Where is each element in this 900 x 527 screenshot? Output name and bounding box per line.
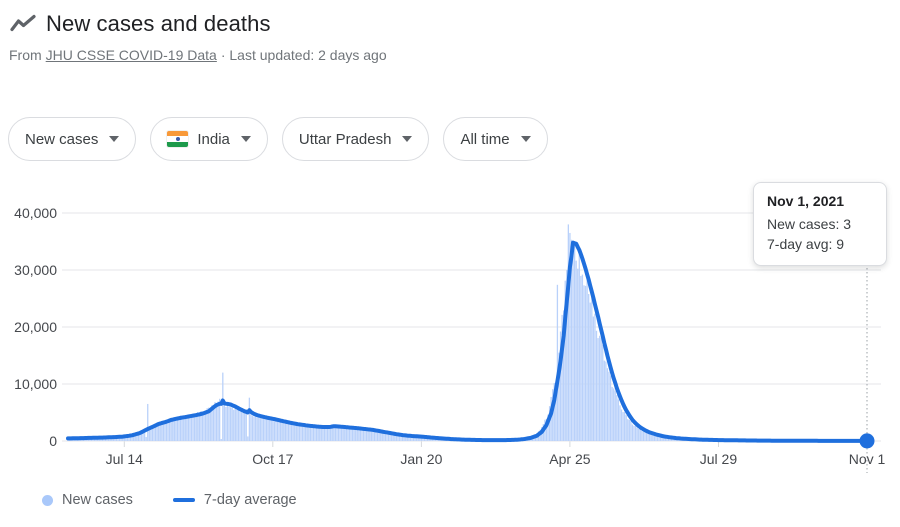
new-cases-bars: [67, 224, 817, 441]
seven-day-average-line: [66, 240, 869, 443]
new-cases-dot-swatch: [42, 494, 53, 506]
source-prefix: From: [9, 47, 42, 63]
tooltip-avg: 7-day avg: 9: [767, 236, 845, 252]
avg-line-swatch: [172, 498, 195, 502]
timerange-dropdown-label: All time: [460, 130, 510, 148]
header: New cases and deaths: [10, 11, 271, 37]
filter-bar: New cases India Uttar Pradesh All time: [8, 117, 548, 161]
endpoint-marker: [859, 433, 875, 449]
chevron-down-icon: [109, 136, 120, 142]
last-updated-text: · Last updated: 2 days ago: [220, 47, 387, 63]
source-link[interactable]: JHU CSSE COVID-19 Data: [45, 47, 217, 63]
tooltip-new-cases: New cases: 3: [767, 216, 852, 232]
metric-dropdown[interactable]: New cases: [8, 117, 137, 161]
legend-item-new-cases: New cases: [42, 492, 133, 508]
metric-dropdown-label: New cases: [25, 130, 99, 148]
india-flag-icon: [167, 131, 189, 147]
legend-label: 7-day average: [203, 492, 297, 508]
page-title: New cases and deaths: [46, 11, 271, 36]
chevron-down-icon: [402, 136, 413, 142]
tooltip-date: Nov 1, 2021: [767, 193, 845, 209]
country-dropdown-label: India: [197, 130, 230, 148]
source-line: From JHU CSSE COVID-19 Data · Last updat…: [9, 47, 387, 63]
timerange-dropdown[interactable]: All time: [443, 117, 548, 161]
trend-line-icon: [10, 14, 36, 32]
legend-item-avg: 7-day average: [172, 492, 297, 508]
region-dropdown-label: Uttar Pradesh: [298, 130, 392, 148]
chart-tooltip: Nov 1, 2021 New cases: 3 7-day avg: 9: [753, 182, 887, 266]
chart-canvas: [62, 212, 881, 473]
legend-label: New cases: [62, 492, 133, 508]
chevron-down-icon: [520, 136, 531, 142]
region-dropdown[interactable]: Uttar Pradesh: [281, 117, 430, 161]
chart-legend: New cases 7-day average: [42, 492, 297, 508]
chevron-down-icon: [240, 136, 251, 142]
country-dropdown[interactable]: India: [150, 117, 268, 161]
